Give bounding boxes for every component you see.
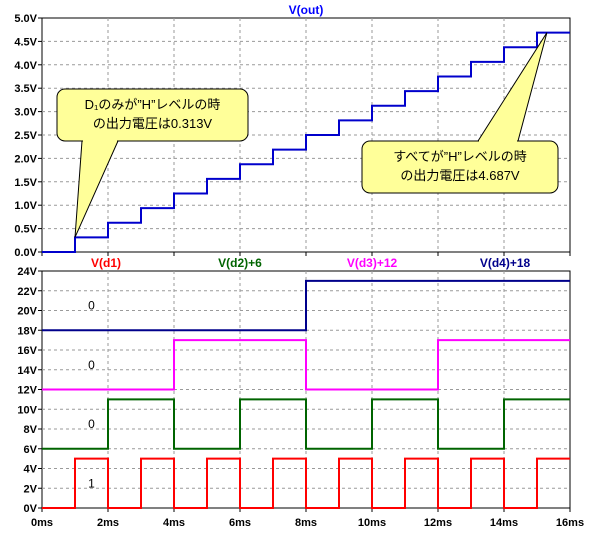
legend-entry-3: V(d3)+12 — [347, 256, 398, 270]
series-line-1 — [42, 31, 570, 253]
legend-entry-1: V(d1) — [91, 256, 121, 270]
x-tick-label: 4ms — [163, 517, 185, 529]
callout-text-line: の出力電圧は4.687V — [400, 168, 520, 183]
x-tick-label: 14ms — [490, 517, 518, 529]
series-line-4 — [42, 279, 570, 332]
legend-entry-2: V(d2)+6 — [218, 256, 262, 270]
y-tick-label: 1.0V — [14, 200, 37, 212]
x-tick-label: 10ms — [358, 517, 386, 529]
y-tick-label: 12V — [17, 385, 37, 397]
callout-text-line: の出力電圧は0.313V — [93, 116, 213, 131]
y-tick-label: 0.5V — [14, 224, 37, 236]
y-tick-label: 4V — [24, 464, 38, 476]
bit-label: 0 — [88, 299, 95, 313]
y-tick-label: 20V — [17, 306, 37, 318]
chart-title: V(out) — [289, 3, 324, 17]
y-tick-label: 4.0V — [14, 60, 37, 72]
y-tick-label: 0V — [24, 503, 38, 515]
x-tick-label: 0ms — [31, 517, 53, 529]
x-tick-label: 8ms — [295, 517, 317, 529]
callout-text-line: すべてが”H”レベルの時 — [393, 149, 527, 164]
callout-box — [56, 88, 249, 142]
y-tick-label: 2V — [24, 483, 38, 495]
y-tick-label: 6V — [24, 444, 38, 456]
legend-entry-4: V(d4)+18 — [480, 256, 531, 270]
y-tick-label: 3.0V — [14, 107, 37, 119]
y-tick-label: 22V — [17, 286, 37, 298]
series-line-2 — [42, 398, 570, 450]
y-tick-label: 0.0V — [14, 247, 37, 259]
x-tick-label: 16ms — [556, 517, 584, 529]
callout-box — [361, 140, 559, 194]
panel-2: 0V 2V 4V 6V 8V 10V 12V 14V 16V 18V 20V 22V 24V 0ms 2ms… — [17, 266, 584, 529]
series-line-3 — [42, 339, 570, 391]
y-tick-label: 3.5V — [14, 83, 37, 95]
x-tick-label: 6ms — [229, 517, 251, 529]
y-tick-label: 5.0V — [14, 13, 37, 25]
y-tick-label: 18V — [17, 325, 37, 337]
y-tick-label: 2.5V — [14, 130, 37, 142]
series-line-1 — [42, 457, 570, 509]
bit-label: 0 — [88, 417, 95, 431]
y-tick-label: 10V — [17, 404, 37, 416]
x-tick-label: 12ms — [424, 517, 452, 529]
bit-label: 1 — [88, 476, 95, 490]
bit-label: 0 — [88, 358, 95, 372]
y-tick-label: 16V — [17, 345, 37, 357]
y-tick-label: 2.0V — [14, 153, 37, 165]
y-tick-label: 4.5V — [14, 36, 37, 48]
y-tick-label: 14V — [17, 365, 37, 377]
callout-text-line: D₁のみが”H”レベルの時 — [85, 97, 221, 112]
y-tick-label: 8V — [24, 424, 38, 436]
y-tick-label: 24V — [17, 266, 37, 278]
y-tick-label: 1.5V — [14, 177, 37, 189]
x-tick-label: 2ms — [97, 517, 119, 529]
